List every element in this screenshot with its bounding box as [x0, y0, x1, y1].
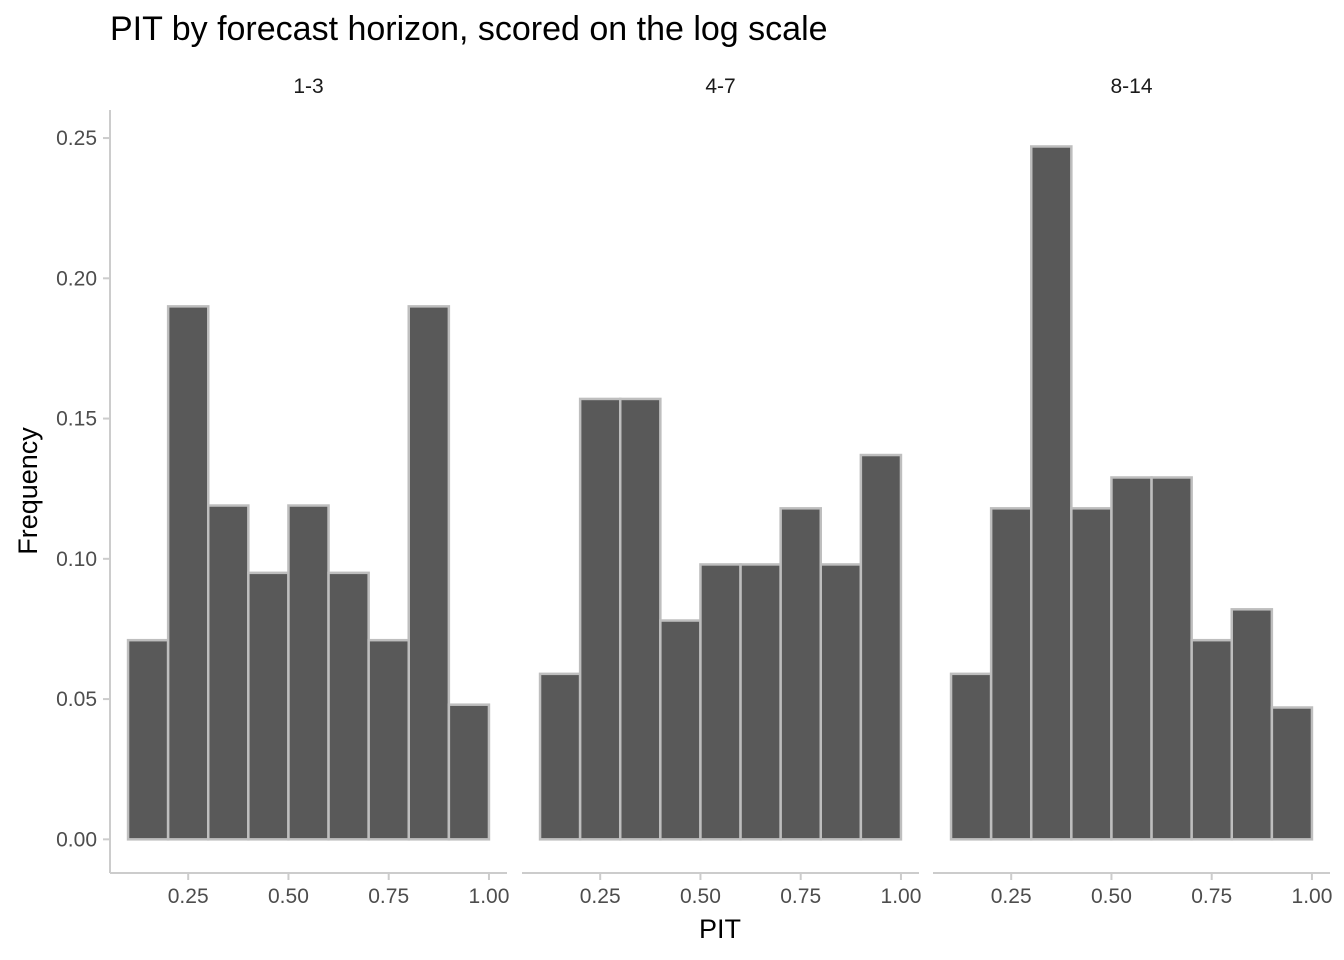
histogram-bar [166, 305, 210, 841]
x-tick-label: 0.50 [1091, 885, 1132, 908]
histogram-bar [1190, 638, 1234, 841]
histogram-bar [699, 563, 742, 841]
x-axis-title: PIT [699, 914, 741, 944]
y-tick-label: 0.00 [56, 828, 97, 851]
histogram-bar [126, 638, 170, 841]
x-tick-label: 0.25 [168, 885, 209, 908]
y-tick-label: 0.05 [56, 688, 97, 711]
histogram-bar [618, 397, 662, 841]
y-axis: 0.00 0.05 0.10 0.15 0.20 0.25 [56, 110, 111, 873]
facet-panel-4-7: 4-7 0.25 0.50 0.75 1.00 [522, 75, 921, 908]
histogram-bar [989, 507, 1033, 841]
histogram-bar [247, 571, 290, 841]
y-tick-label: 0.10 [56, 548, 97, 571]
histogram-bar [407, 305, 451, 841]
x-tick-label: 0.25 [991, 885, 1032, 908]
x-tick-label: 1.00 [1292, 885, 1333, 908]
histogram-bar [1270, 706, 1314, 841]
histogram-bar [1070, 507, 1113, 841]
facet-panels: 1-30.25 0.50 0.75 1.004-70.25 0.50 0.75 1.008-… [56, 75, 1332, 908]
histogram-bar [578, 397, 622, 841]
y-tick-label: 0.15 [56, 408, 97, 431]
histogram-bar [949, 672, 993, 841]
x-tick-label: 1.00 [881, 885, 922, 908]
x-tick-label: 0.25 [580, 885, 621, 908]
x-tick-label: 0.50 [680, 885, 721, 908]
facet-strip-label: 8-14 [1110, 75, 1152, 98]
histogram-bar [1230, 608, 1274, 841]
histogram-bar [819, 563, 863, 841]
y-axis-title: Frequency [13, 427, 43, 555]
y-tick-label: 0.25 [56, 127, 97, 150]
histogram-bar [367, 638, 411, 841]
histogram-bar [1029, 145, 1073, 841]
histogram-bar [327, 571, 370, 841]
histogram-bar [447, 703, 491, 841]
facet-panel-8-14: 8-14 0.25 0.50 0.75 1.00 [933, 75, 1332, 908]
y-tick-label: 0.20 [56, 267, 97, 290]
x-tick-label: 0.75 [368, 885, 409, 908]
x-tick-label: 0.75 [1191, 885, 1232, 908]
histogram-bar [659, 619, 702, 841]
histogram-bar [739, 563, 782, 841]
facet-strip-label: 4-7 [705, 75, 735, 98]
x-tick-label: 1.00 [469, 885, 510, 908]
facet-panel-1-3: 1-3 0.25 0.50 0.75 1.00 [110, 75, 509, 908]
facet-strip-label: 1-3 [293, 75, 323, 98]
chart-title: PIT by forecast horizon, scored on the l… [110, 10, 828, 48]
histogram-bar [206, 504, 250, 841]
histogram-bar [1150, 476, 1193, 841]
histogram-bar [287, 504, 330, 841]
histogram-bar [859, 453, 903, 841]
x-tick-label: 0.75 [780, 885, 821, 908]
histogram-bar [779, 507, 823, 841]
histogram-bar [538, 672, 582, 841]
histogram-bar [1110, 476, 1153, 841]
x-tick-label: 0.50 [268, 885, 309, 908]
